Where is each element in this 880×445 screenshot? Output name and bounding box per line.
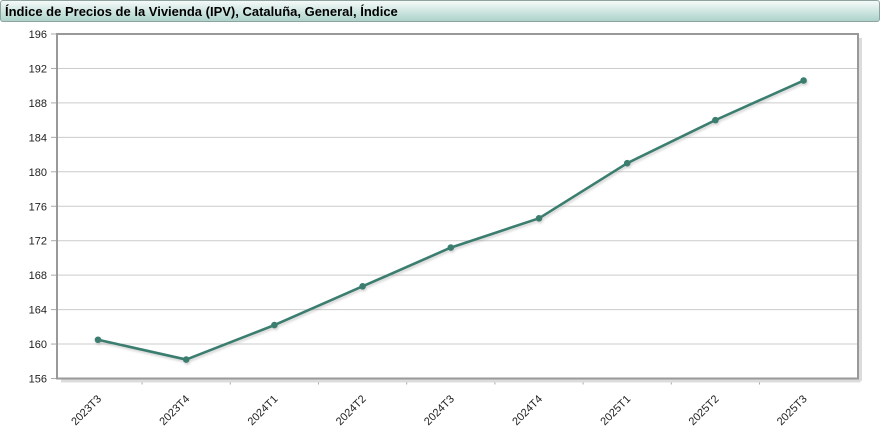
chart-title-bar: Índice de Precios de la Vivienda (IPV), …	[0, 0, 880, 22]
data-point[interactable]	[447, 244, 455, 251]
y-tick-label: 168	[29, 270, 47, 282]
x-axis-label: 2024T2	[334, 393, 369, 428]
y-tick-label: 156	[29, 374, 47, 386]
y-tick-label: 160	[29, 339, 47, 351]
x-axis-label: 2024T1	[246, 393, 281, 428]
data-point[interactable]	[800, 77, 807, 84]
data-point[interactable]	[94, 336, 102, 344]
line-chart: 156 160 164 168 172 176 180 184 188 192 196 2023T3 2…	[29, 29, 862, 428]
x-axis-label: 2023T4	[157, 393, 192, 428]
x-axis-label: 2024T4	[510, 393, 545, 428]
y-tick-label: 180	[29, 167, 47, 179]
y-tick-label: 164	[29, 305, 47, 317]
x-axis-label: 2023T3	[69, 393, 104, 428]
x-axis-label: 2024T3	[422, 393, 457, 428]
data-point[interactable]	[182, 356, 190, 363]
chart-title: Índice de Precios de la Vivienda (IPV), …	[5, 3, 398, 19]
y-tick-label: 184	[29, 132, 47, 144]
data-point[interactable]	[271, 321, 278, 329]
x-axis-label: 2025T3	[775, 393, 810, 428]
y-tick-label: 192	[29, 63, 47, 75]
x-axis-label: 2025T2	[687, 393, 722, 428]
x-axis-label: 2025T1	[598, 393, 633, 428]
data-point[interactable]	[535, 215, 543, 222]
data-point[interactable]	[712, 116, 719, 124]
series-group	[94, 77, 807, 363]
y-tick-label: 196	[29, 29, 47, 41]
data-point[interactable]	[359, 283, 366, 290]
data-point[interactable]	[623, 159, 631, 167]
y-tick-label: 188	[29, 98, 47, 110]
y-tick-label: 176	[29, 201, 47, 213]
plot-border	[56, 33, 859, 380]
y-tick-label: 172	[29, 236, 47, 248]
